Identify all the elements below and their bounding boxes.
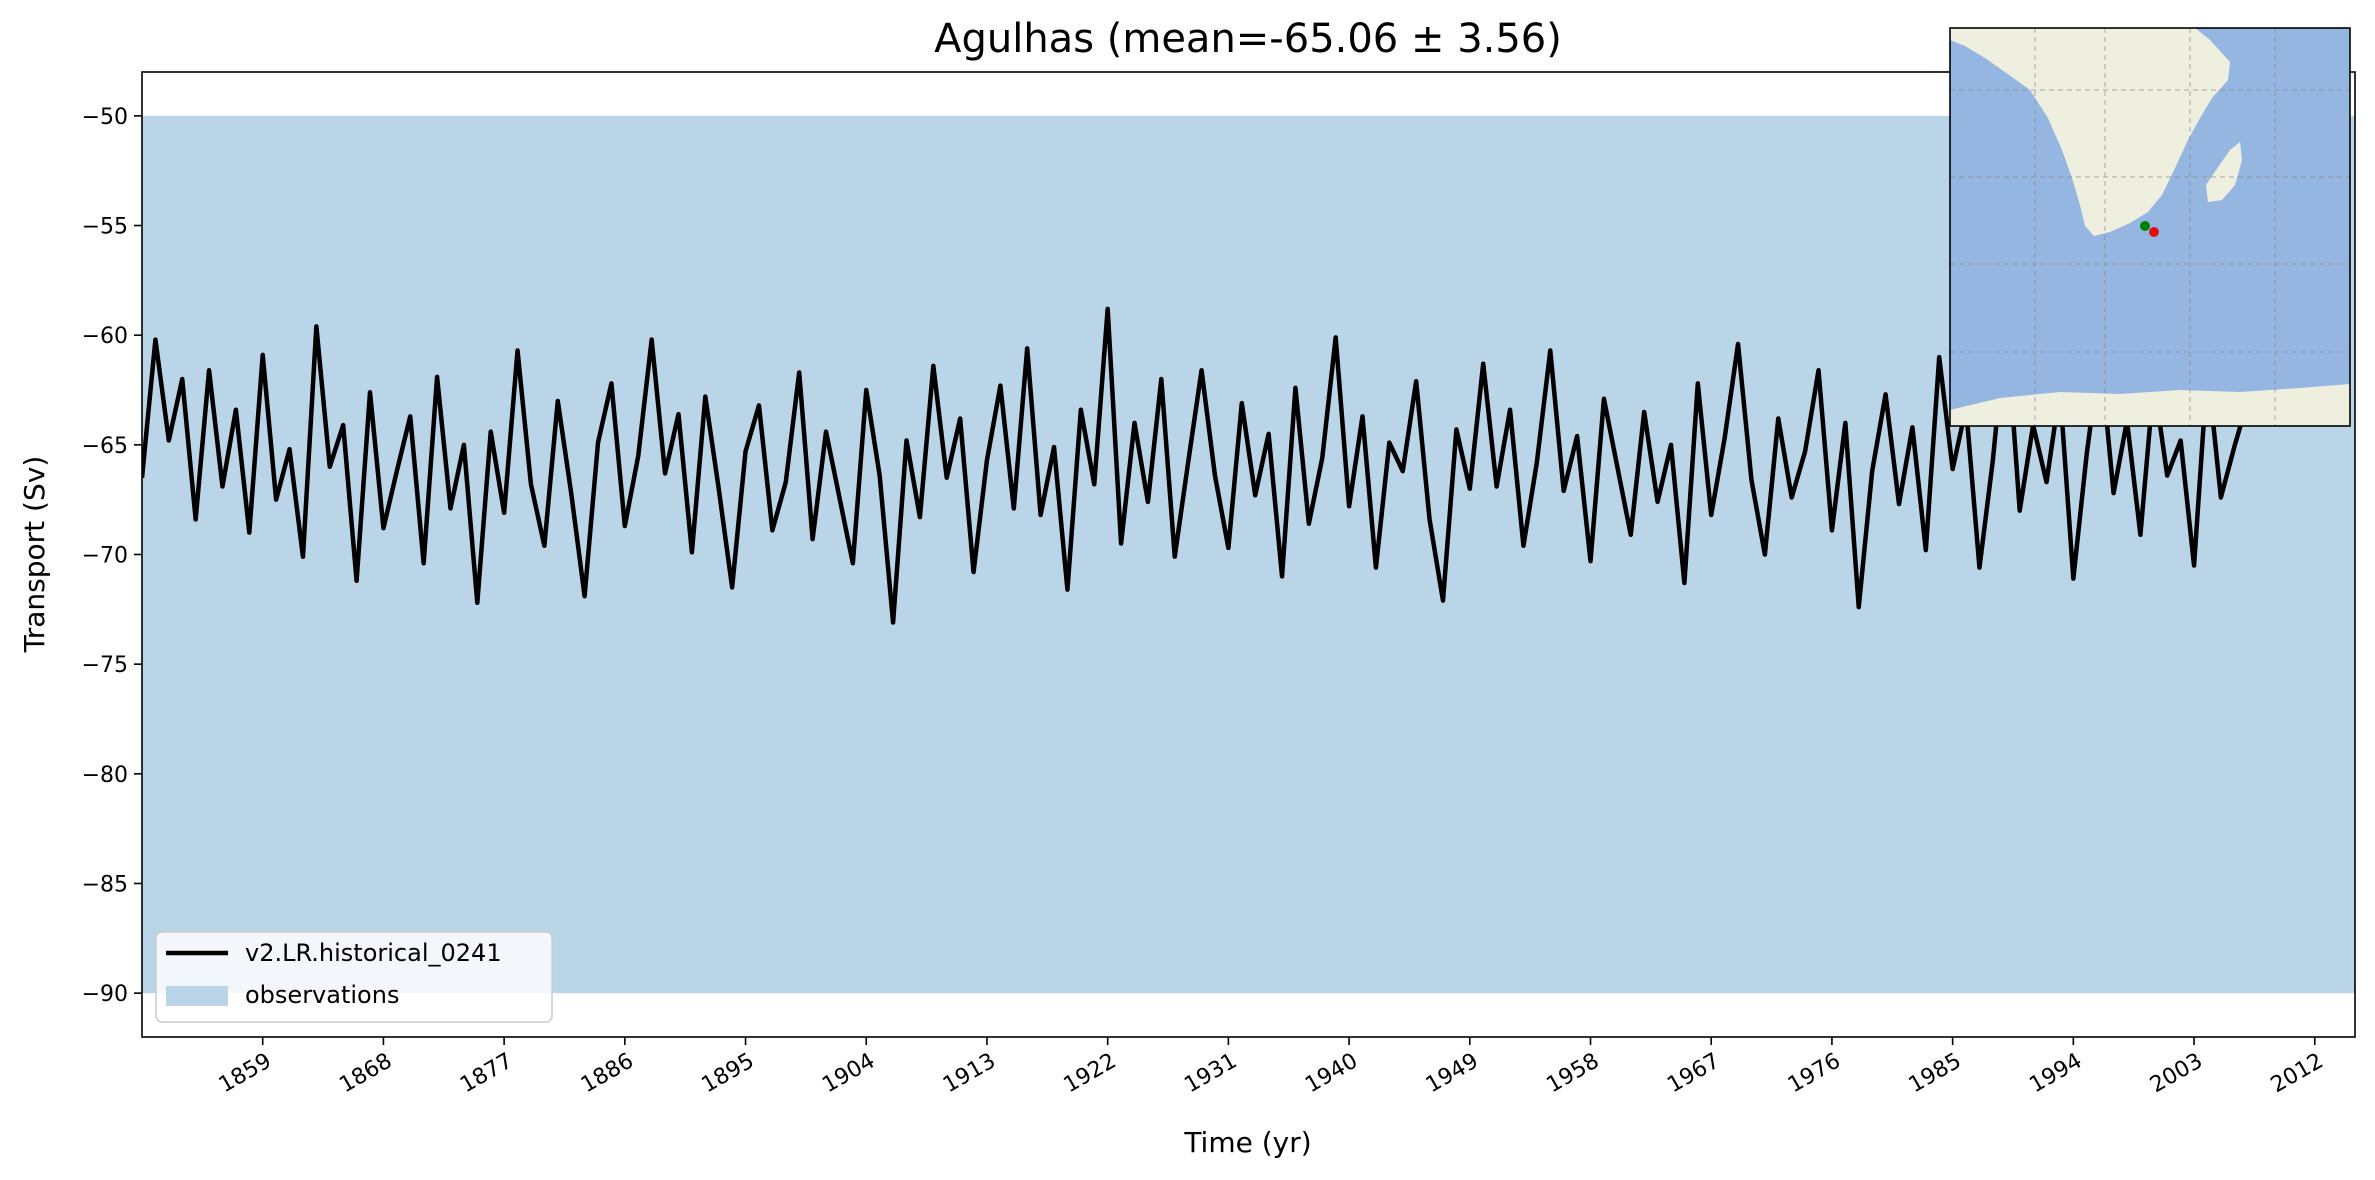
x-tick-label: 1958 xyxy=(1543,1049,1604,1099)
chart-title: Agulhas (mean=-65.06 ± 3.56) xyxy=(934,16,1562,62)
y-tick-label: −85 xyxy=(82,872,128,897)
x-axis-ticks: 1859 1868 1877 1886 1895 1904 1913 1922 1931 1940… xyxy=(215,1037,2328,1098)
legend-swatch-band xyxy=(166,986,228,1006)
x-tick-label: 1895 xyxy=(698,1049,759,1099)
y-tick-label: −75 xyxy=(82,653,128,678)
series-line-v2-lr-historical-0241 xyxy=(142,306,2250,625)
x-tick-label: 1940 xyxy=(1301,1049,1362,1099)
x-tick-label: 1976 xyxy=(1784,1049,1845,1099)
y-axis-ticks: −50 −55 −60 −65 −70 −75 −80 −85 −90 xyxy=(82,105,142,1007)
y-tick-label: −50 xyxy=(82,105,128,130)
x-tick-label: 1913 xyxy=(939,1049,1000,1099)
x-tick-label: 2003 xyxy=(2146,1049,2207,1099)
y-tick-label: −60 xyxy=(82,324,128,349)
x-axis-label: Time (yr) xyxy=(1183,1126,1311,1159)
legend: v2.LR.historical_0241 observations xyxy=(155,931,553,1023)
x-tick-label: 1922 xyxy=(1060,1049,1121,1099)
x-tick-label: 1868 xyxy=(335,1049,396,1099)
y-tick-label: −90 xyxy=(82,982,128,1007)
map-land-madagascar xyxy=(2206,142,2242,202)
inset-map-frame xyxy=(1949,27,2351,427)
y-tick-label: −55 xyxy=(82,215,128,240)
map-gridlines xyxy=(1950,28,2350,426)
legend-label-series: v2.LR.historical_0241 xyxy=(245,939,502,967)
inset-map xyxy=(1949,27,2351,427)
x-tick-label: 1886 xyxy=(577,1049,638,1099)
y-tick-label: −70 xyxy=(82,544,128,569)
x-tick-label: 1949 xyxy=(1422,1049,1483,1099)
map-marker-red xyxy=(2149,227,2159,237)
x-tick-label: 1859 xyxy=(215,1049,276,1099)
legend-label-observations: observations xyxy=(245,981,399,1009)
y-tick-label: −80 xyxy=(82,763,128,788)
map-marker-green xyxy=(2140,221,2150,231)
map-land-africa xyxy=(1950,28,2230,236)
x-tick-label: 2012 xyxy=(2267,1049,2328,1099)
x-tick-label: 1967 xyxy=(1663,1049,1724,1099)
x-tick-label: 1931 xyxy=(1180,1049,1241,1099)
x-tick-label: 1985 xyxy=(1905,1049,1966,1099)
y-axis-label: Transport (Sv) xyxy=(18,456,51,653)
x-tick-label: 1994 xyxy=(2025,1049,2086,1099)
map-land-antarctica xyxy=(1950,384,2350,426)
y-tick-label: −65 xyxy=(82,434,128,459)
legend-frame xyxy=(155,931,553,1023)
x-tick-label: 1877 xyxy=(456,1049,517,1099)
x-tick-label: 1904 xyxy=(818,1049,879,1099)
